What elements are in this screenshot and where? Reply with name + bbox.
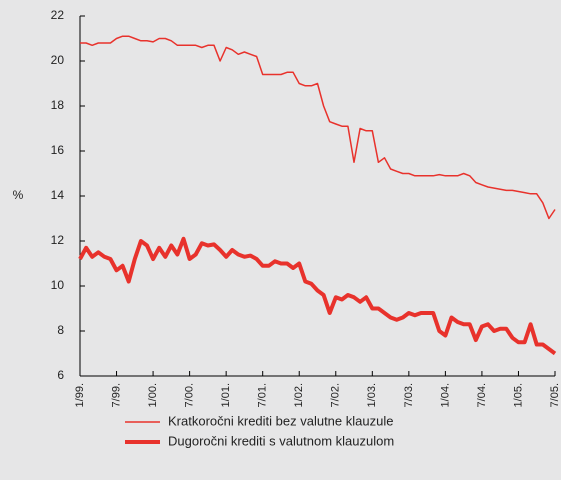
- y-tick-label: 22: [51, 8, 65, 22]
- legend-label: Kratkoročni krediti bez valutne klauzule: [168, 413, 393, 428]
- x-tick-label: 1/02.: [293, 383, 305, 407]
- x-tick-label: 7/05.: [549, 383, 561, 407]
- legend-label: Dugoročni krediti s valutnom klauzulom: [168, 433, 394, 448]
- y-tick-label: 10: [51, 278, 65, 292]
- y-tick-label: 20: [51, 53, 65, 67]
- x-tick-label: 7/04.: [476, 383, 488, 407]
- series-line: [78, 236, 557, 356]
- x-tick-label: 7/00.: [184, 383, 196, 407]
- x-tick-label: 7/01.: [257, 383, 269, 407]
- y-tick-label: 16: [51, 143, 65, 157]
- x-tick-label: 1/99.: [74, 383, 86, 407]
- y-axis-label: %: [13, 188, 24, 202]
- y-tick-label: 6: [57, 368, 64, 382]
- x-tick-label: 7/99.: [110, 383, 122, 407]
- y-tick-label: 14: [51, 188, 65, 202]
- x-tick-label: 1/01.: [220, 383, 232, 407]
- x-tick-label: 1/05.: [512, 383, 524, 407]
- y-tick-label: 8: [57, 323, 64, 337]
- x-tick-label: 7/02.: [330, 383, 342, 407]
- y-tick-label: 18: [51, 98, 65, 112]
- x-tick-label: 7/03.: [403, 383, 415, 407]
- x-tick-label: 1/03.: [366, 383, 378, 407]
- y-tick-label: 12: [51, 233, 65, 247]
- series-line: [80, 35, 556, 220]
- x-tick-label: 1/00.: [147, 383, 159, 407]
- x-tick-label: 1/04.: [439, 383, 451, 407]
